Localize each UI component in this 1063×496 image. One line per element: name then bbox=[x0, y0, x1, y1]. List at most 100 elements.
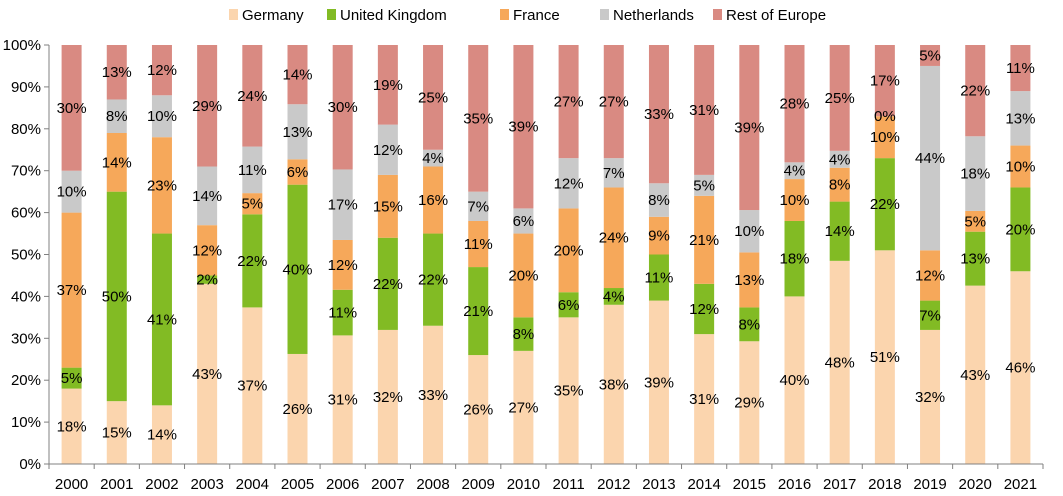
bar-segment bbox=[648, 45, 669, 184]
data-label: 13% bbox=[102, 64, 132, 81]
bar-segment bbox=[648, 183, 669, 217]
data-label: 40% bbox=[779, 372, 809, 389]
y-tick-label: 10% bbox=[11, 414, 41, 431]
data-label: 17% bbox=[328, 197, 358, 214]
x-tick-label: 2008 bbox=[416, 476, 449, 493]
data-label: 16% bbox=[418, 192, 448, 209]
data-label: 5% bbox=[964, 213, 986, 230]
x-tick-label: 2017 bbox=[823, 476, 856, 493]
bar-segment bbox=[965, 210, 986, 232]
x-tick-label: 2004 bbox=[236, 476, 269, 493]
bar-segment bbox=[197, 225, 218, 276]
data-label: 48% bbox=[825, 354, 855, 371]
data-label: 9% bbox=[648, 228, 670, 245]
x-tick-label: 2018 bbox=[868, 476, 901, 493]
bar-segment bbox=[784, 179, 805, 221]
bar-segment bbox=[468, 191, 489, 221]
bar-segment bbox=[332, 45, 353, 170]
x-tick-label: 2019 bbox=[913, 476, 946, 493]
data-label: 8% bbox=[738, 316, 760, 333]
bar-segment bbox=[920, 65, 941, 251]
bar-segment bbox=[423, 45, 444, 150]
data-label: 14% bbox=[825, 223, 855, 240]
data-label: 22% bbox=[960, 83, 990, 100]
data-label: 11% bbox=[328, 305, 357, 322]
bar-segment bbox=[61, 45, 82, 171]
data-label: 6% bbox=[558, 297, 580, 314]
bar-segment bbox=[1010, 45, 1031, 92]
data-label: 13% bbox=[1005, 110, 1035, 127]
data-label: 24% bbox=[599, 230, 629, 247]
x-tick-label: 2001 bbox=[100, 476, 133, 493]
data-label: 50% bbox=[102, 288, 132, 305]
x-tick-label: 2000 bbox=[55, 476, 88, 493]
bar-segment bbox=[423, 149, 444, 167]
bar-segment bbox=[965, 231, 986, 286]
data-label: 23% bbox=[147, 177, 177, 194]
data-label: 37% bbox=[57, 282, 87, 299]
bar-segment bbox=[874, 250, 895, 464]
bar-segment bbox=[332, 289, 353, 336]
data-label: 31% bbox=[328, 392, 358, 409]
bar-segment bbox=[61, 170, 82, 213]
data-label: 10% bbox=[870, 129, 900, 146]
y-tick-label: 50% bbox=[11, 247, 41, 264]
bar-segment bbox=[694, 334, 715, 464]
bar-segment bbox=[332, 335, 353, 464]
bar-segment bbox=[603, 187, 624, 289]
bar-segment bbox=[197, 275, 218, 284]
data-label: 33% bbox=[418, 387, 448, 404]
data-label: 7% bbox=[919, 307, 941, 324]
y-tick-label: 30% bbox=[11, 330, 41, 347]
bar-segment bbox=[61, 212, 82, 368]
data-label: 20% bbox=[508, 267, 538, 284]
data-label: 4% bbox=[784, 163, 806, 180]
data-label: 10% bbox=[779, 192, 809, 209]
x-tick-label: 2005 bbox=[281, 476, 314, 493]
data-label: 12% bbox=[192, 242, 222, 259]
legend: Germany United Kingdom France Netherlands Re… bbox=[229, 7, 826, 24]
bar-segment bbox=[603, 45, 624, 159]
y-tick-label: 70% bbox=[11, 163, 41, 180]
bar-segment bbox=[61, 388, 82, 464]
bar-segment bbox=[197, 166, 218, 226]
data-label: 29% bbox=[734, 395, 764, 412]
x-tick-label: 2009 bbox=[462, 476, 495, 493]
bar-segment bbox=[468, 267, 489, 356]
data-label: 51% bbox=[870, 349, 900, 366]
bar-segment bbox=[151, 137, 172, 234]
bar-segment bbox=[648, 216, 669, 255]
bar-segment bbox=[784, 45, 805, 163]
x-tick-label: 2007 bbox=[371, 476, 404, 493]
bar-segment bbox=[197, 283, 218, 464]
bar-segment bbox=[513, 317, 534, 351]
data-label: 27% bbox=[508, 399, 538, 416]
data-label: 12% bbox=[147, 62, 177, 79]
bar-segment bbox=[739, 210, 760, 253]
x-tick-label: 2010 bbox=[507, 476, 540, 493]
bar-segment bbox=[332, 169, 353, 240]
bar-segment bbox=[513, 233, 534, 318]
data-label: 40% bbox=[282, 261, 312, 278]
data-label: 11% bbox=[464, 236, 493, 253]
data-label: 39% bbox=[508, 119, 538, 136]
bar-segment bbox=[965, 285, 986, 464]
bar-segment bbox=[468, 220, 489, 268]
bar-segment bbox=[377, 329, 398, 464]
data-label: 31% bbox=[689, 102, 719, 119]
legend-entry: Germany bbox=[242, 7, 304, 24]
bar-segment bbox=[106, 45, 127, 100]
bar-segment bbox=[377, 45, 398, 125]
x-tick-label: 2016 bbox=[778, 476, 811, 493]
data-label: 21% bbox=[689, 232, 719, 249]
bar-segment bbox=[784, 162, 805, 180]
bar-segment bbox=[558, 158, 579, 209]
bar-segment bbox=[739, 45, 760, 211]
bar-segment bbox=[332, 239, 353, 290]
bar-segment bbox=[61, 367, 82, 389]
data-label: 26% bbox=[282, 401, 312, 418]
data-label: 31% bbox=[689, 391, 719, 408]
bar-segment bbox=[197, 45, 218, 167]
bar-segment bbox=[784, 220, 805, 297]
